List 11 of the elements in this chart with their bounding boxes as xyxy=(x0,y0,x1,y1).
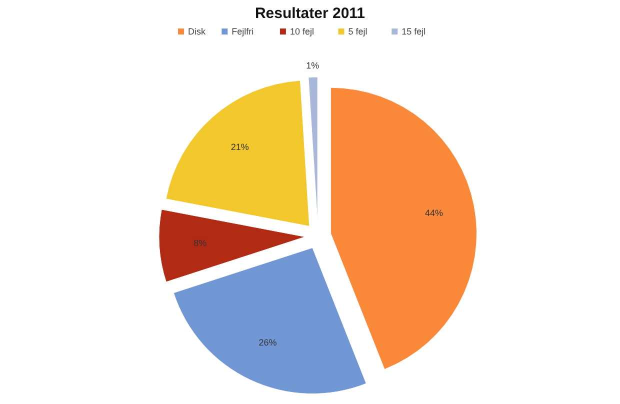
data-label: 44% xyxy=(425,208,444,218)
legend-label: 10 fejl xyxy=(290,26,314,36)
legend-label: 15 fejl xyxy=(402,26,426,36)
legend-label: Disk xyxy=(188,26,206,36)
legend-label: 5 fejl xyxy=(348,26,368,36)
legend-label: Fejlfri xyxy=(232,26,254,36)
data-label: 1% xyxy=(306,60,320,70)
data-label: 21% xyxy=(230,142,249,152)
chart-title: Resultater 2011 xyxy=(254,4,366,22)
data-label: 26% xyxy=(258,337,277,348)
data-label: 8% xyxy=(194,238,207,248)
